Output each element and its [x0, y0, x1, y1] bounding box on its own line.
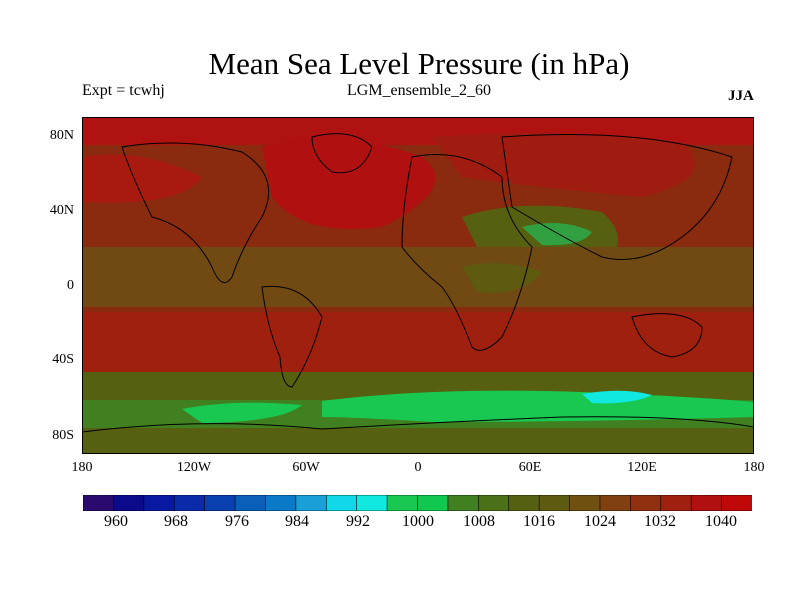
colorbar-label: 1024	[584, 513, 616, 530]
colorbar-label: 1000	[402, 513, 434, 530]
chart-title: Mean Sea Level Pressure (in hPa)	[208, 46, 630, 81]
experiment-label: Expt = tcwhj	[82, 82, 165, 99]
colorbar-label: 968	[164, 513, 188, 530]
colorbar-swatch	[538, 495, 571, 511]
lon-label-180e: 180	[743, 460, 765, 475]
colorbar-swatch	[660, 495, 692, 511]
colorbar-label: 976	[225, 513, 249, 530]
trough-core	[322, 390, 754, 422]
pressure-map	[82, 117, 754, 454]
colorbar-swatch	[234, 495, 267, 511]
lon-label-60e: 60E	[518, 460, 542, 475]
north-pacific-high	[82, 154, 202, 203]
colorbar-label: 984	[285, 513, 309, 530]
greenland-coast	[311, 133, 373, 174]
trough-min	[582, 390, 652, 404]
colorbar-label: 960	[104, 513, 128, 530]
antarctica-coast	[82, 416, 754, 433]
colorbar-label: 1032	[644, 513, 676, 530]
eurasia-high	[432, 133, 696, 197]
lat-label-40s: 40S	[52, 352, 74, 367]
lon-label-120w: 120W	[176, 460, 212, 475]
colorbar-swatch	[599, 495, 632, 511]
colorbar-swatch	[569, 495, 601, 511]
colorbar-swatch	[143, 495, 176, 511]
colorbar-swatch	[417, 495, 449, 511]
lat-label-80n: 80N	[49, 128, 74, 143]
colorbar-label: 1016	[523, 513, 555, 530]
colorbar-swatch	[447, 495, 480, 511]
colorbar	[83, 495, 752, 511]
pacific-trough-core	[182, 402, 302, 423]
coastlines	[82, 133, 754, 433]
ensemble-label: LGM_ensemble_2_60	[347, 82, 491, 99]
tropical-band	[82, 247, 754, 307]
colorbar-swatch	[386, 495, 419, 511]
north-atlantic-high	[262, 139, 436, 229]
colorbar-swatch	[173, 495, 206, 511]
north-america-coast	[121, 142, 270, 284]
lat-label-40n: 40N	[49, 203, 74, 218]
map-frame	[82, 117, 754, 454]
lon-label-180w: 180	[71, 460, 93, 475]
asia-coast	[501, 134, 733, 260]
colorbar-swatch	[690, 495, 723, 511]
colorbar-swatch	[478, 495, 510, 511]
season-label: JJA	[728, 88, 754, 104]
colorbar-swatch	[325, 495, 358, 511]
colorbar-label: 1008	[463, 513, 495, 530]
colorbar-swatch	[204, 495, 236, 511]
south-america-coast	[261, 285, 323, 388]
colorbar-label: 992	[346, 513, 370, 530]
colorbar-swatch	[113, 495, 145, 511]
australia-coast	[631, 313, 703, 358]
lat-label-0: 0	[67, 278, 74, 293]
colorbar-swatch	[265, 495, 297, 511]
lon-label-120e: 120E	[627, 460, 657, 475]
colorbar-swatch	[630, 495, 662, 511]
antarctic-band	[82, 428, 754, 454]
lon-label-0: 0	[414, 460, 422, 475]
colorbar-swatch	[83, 495, 115, 511]
colorbar-swatch	[356, 495, 388, 511]
colorbar-swatch	[508, 495, 540, 511]
lon-label-60w: 60W	[292, 460, 320, 475]
southern-subtropical-high	[82, 312, 754, 372]
colorbar-swatch	[721, 495, 752, 511]
europe-africa-coast	[401, 154, 533, 351]
colorbar-label: 1040	[705, 513, 737, 530]
asia-low-core	[522, 223, 592, 246]
lat-label-80s: 80S	[52, 428, 74, 443]
colorbar-swatch	[295, 495, 328, 511]
